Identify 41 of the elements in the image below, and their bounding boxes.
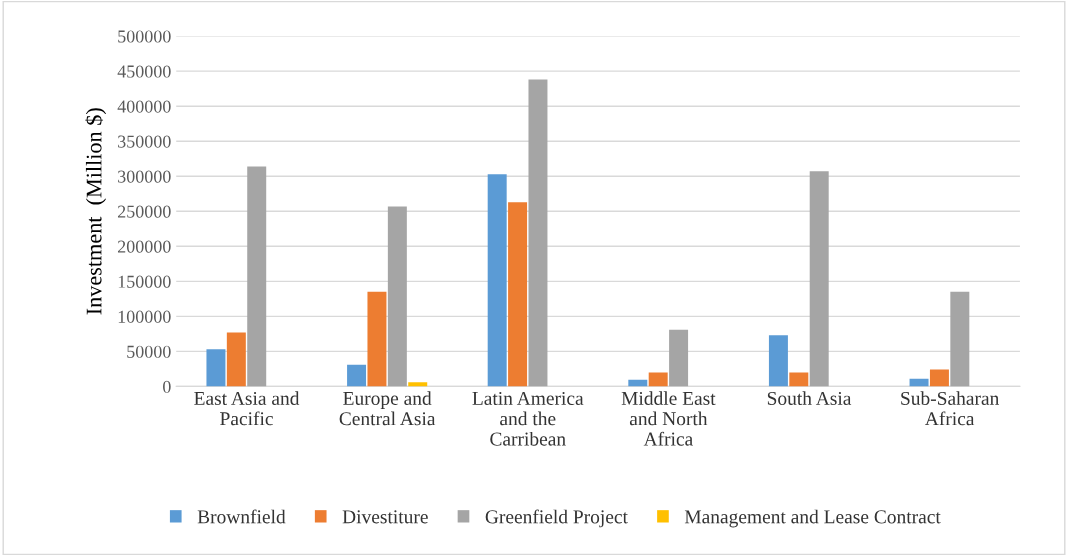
legend-label: Management and Lease Contract	[684, 509, 941, 528]
y-tick-label: 350000	[118, 135, 171, 148]
y-tick-label: 100000	[118, 310, 171, 323]
y-tick-label: 450000	[117, 65, 171, 78]
bar	[950, 291, 970, 387]
bar	[408, 382, 428, 387]
bar	[247, 166, 267, 387]
bar	[789, 372, 809, 387]
y-tick-label: 500000	[118, 30, 171, 43]
bar	[487, 174, 507, 387]
bar	[628, 379, 648, 387]
y-tick-label: 400000	[117, 100, 171, 113]
x-tick-label: Latin America and the Carribean	[472, 391, 584, 446]
x-tick-label: South Asia	[767, 391, 852, 405]
bar	[929, 369, 949, 387]
y-tick-label: 200000	[117, 240, 171, 253]
bar	[809, 171, 829, 387]
bar	[226, 332, 246, 387]
legend-label: Divestiture	[342, 510, 428, 524]
x-tick-label: Europe and Central Asia	[339, 391, 436, 426]
y-tick-label: 150000	[118, 275, 171, 288]
y-tick-label: 0	[163, 380, 171, 393]
bar	[508, 202, 528, 387]
bar	[206, 349, 226, 387]
bar	[909, 378, 929, 387]
x-tick-label: Sub-Saharan Africa	[901, 391, 1000, 426]
y-tick-label: 50000	[127, 345, 171, 358]
legend-label: Greenfield Project	[485, 509, 628, 528]
bar	[367, 291, 387, 387]
bar	[387, 206, 407, 387]
y-tick-label: 300000	[118, 170, 171, 183]
legend-label: Brownfield	[197, 509, 286, 524]
bar	[768, 335, 788, 387]
bar	[648, 372, 668, 387]
bar	[669, 329, 689, 387]
x-tick-label: East Asia and Pacific	[194, 391, 300, 426]
y-axis-title: Investment (Million $)	[85, 108, 107, 315]
x-tick-label: Middle East and North Africa	[621, 391, 716, 446]
bar	[528, 79, 548, 387]
bar	[347, 364, 367, 387]
y-tick-label: 250000	[117, 205, 171, 218]
